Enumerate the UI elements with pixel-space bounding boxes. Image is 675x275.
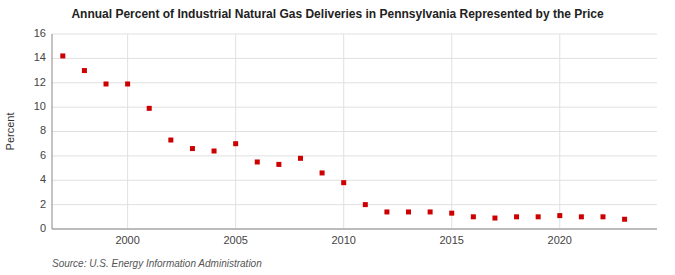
grid	[52, 34, 657, 229]
y-axis-label: Percent	[4, 113, 16, 151]
y-grid-line	[52, 204, 657, 205]
point	[384, 209, 389, 214]
point	[600, 214, 605, 219]
point	[428, 209, 433, 214]
point	[471, 214, 476, 219]
y-tick-label: 6	[40, 149, 46, 161]
x-grid-line	[127, 34, 128, 229]
point	[449, 211, 454, 216]
x-tick-label: 2015	[439, 234, 463, 246]
y-grid-line	[52, 229, 657, 230]
x-axis-line	[52, 229, 657, 230]
x-tick-label: 2000	[115, 234, 139, 246]
point	[233, 141, 238, 146]
x-grid-line	[235, 34, 236, 229]
y-tick-label: 12	[34, 76, 46, 88]
y-tick-label: 14	[34, 51, 46, 63]
y-tick-label: 10	[34, 100, 46, 112]
x-grid-line	[343, 34, 344, 229]
point	[622, 217, 627, 222]
point	[536, 214, 541, 219]
x-grid-line	[559, 34, 560, 229]
y-grid-line	[52, 131, 657, 132]
y-grid-line	[52, 82, 657, 83]
x-tick-label: 2005	[223, 234, 247, 246]
point	[492, 216, 497, 221]
x-grid-line	[451, 34, 452, 229]
point	[406, 209, 411, 214]
point	[557, 213, 562, 218]
source: Source: U.S. Energy Information Administ…	[52, 258, 262, 269]
y-axis-line	[52, 34, 53, 229]
y-grid-line	[52, 180, 657, 181]
y-tick-label: 4	[40, 173, 46, 185]
chart-container: 0 2 4 6 8 10 12 14 16 2000 2005 2010 2015 2020 Annual …	[0, 0, 675, 275]
y-tick-label: 0	[40, 222, 46, 234]
point	[276, 162, 281, 167]
point	[82, 68, 87, 73]
point	[190, 146, 195, 151]
point	[320, 170, 325, 175]
point	[212, 149, 217, 154]
title: Annual Percent of Industrial Natural Gas…	[71, 7, 604, 21]
point	[255, 159, 260, 164]
x-tick-label: 2020	[548, 234, 572, 246]
y-tick-label: 16	[34, 27, 46, 39]
point	[60, 53, 65, 58]
y-grid-line	[52, 107, 657, 108]
point	[298, 156, 303, 161]
point	[514, 214, 519, 219]
point	[147, 106, 152, 111]
point	[579, 214, 584, 219]
point	[168, 138, 173, 143]
chart: 0 2 4 6 8 10 12 14 16 2000 2005 2010 2015 2020 Annual …	[0, 0, 675, 275]
points	[60, 53, 627, 221]
point	[341, 180, 346, 185]
y-grid-line	[52, 34, 657, 35]
y-tick-label: 8	[40, 124, 46, 136]
point	[363, 202, 368, 207]
y-grid-line	[52, 155, 657, 156]
x-tick-label: 2010	[331, 234, 355, 246]
y-grid-line	[52, 58, 657, 59]
point	[104, 81, 109, 86]
point	[125, 81, 130, 86]
y-tick-label: 2	[40, 198, 46, 210]
